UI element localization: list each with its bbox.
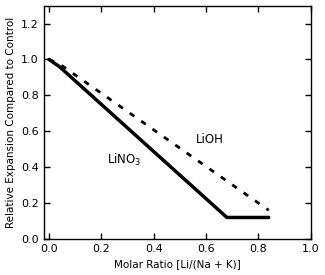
Y-axis label: Relative Expansion Compared to Control: Relative Expansion Compared to Control — [6, 17, 16, 228]
Text: LiNO$_3$: LiNO$_3$ — [107, 152, 141, 168]
Text: LiOH: LiOH — [196, 133, 223, 146]
X-axis label: Molar Ratio [Li/(Na + K)]: Molar Ratio [Li/(Na + K)] — [114, 259, 240, 270]
